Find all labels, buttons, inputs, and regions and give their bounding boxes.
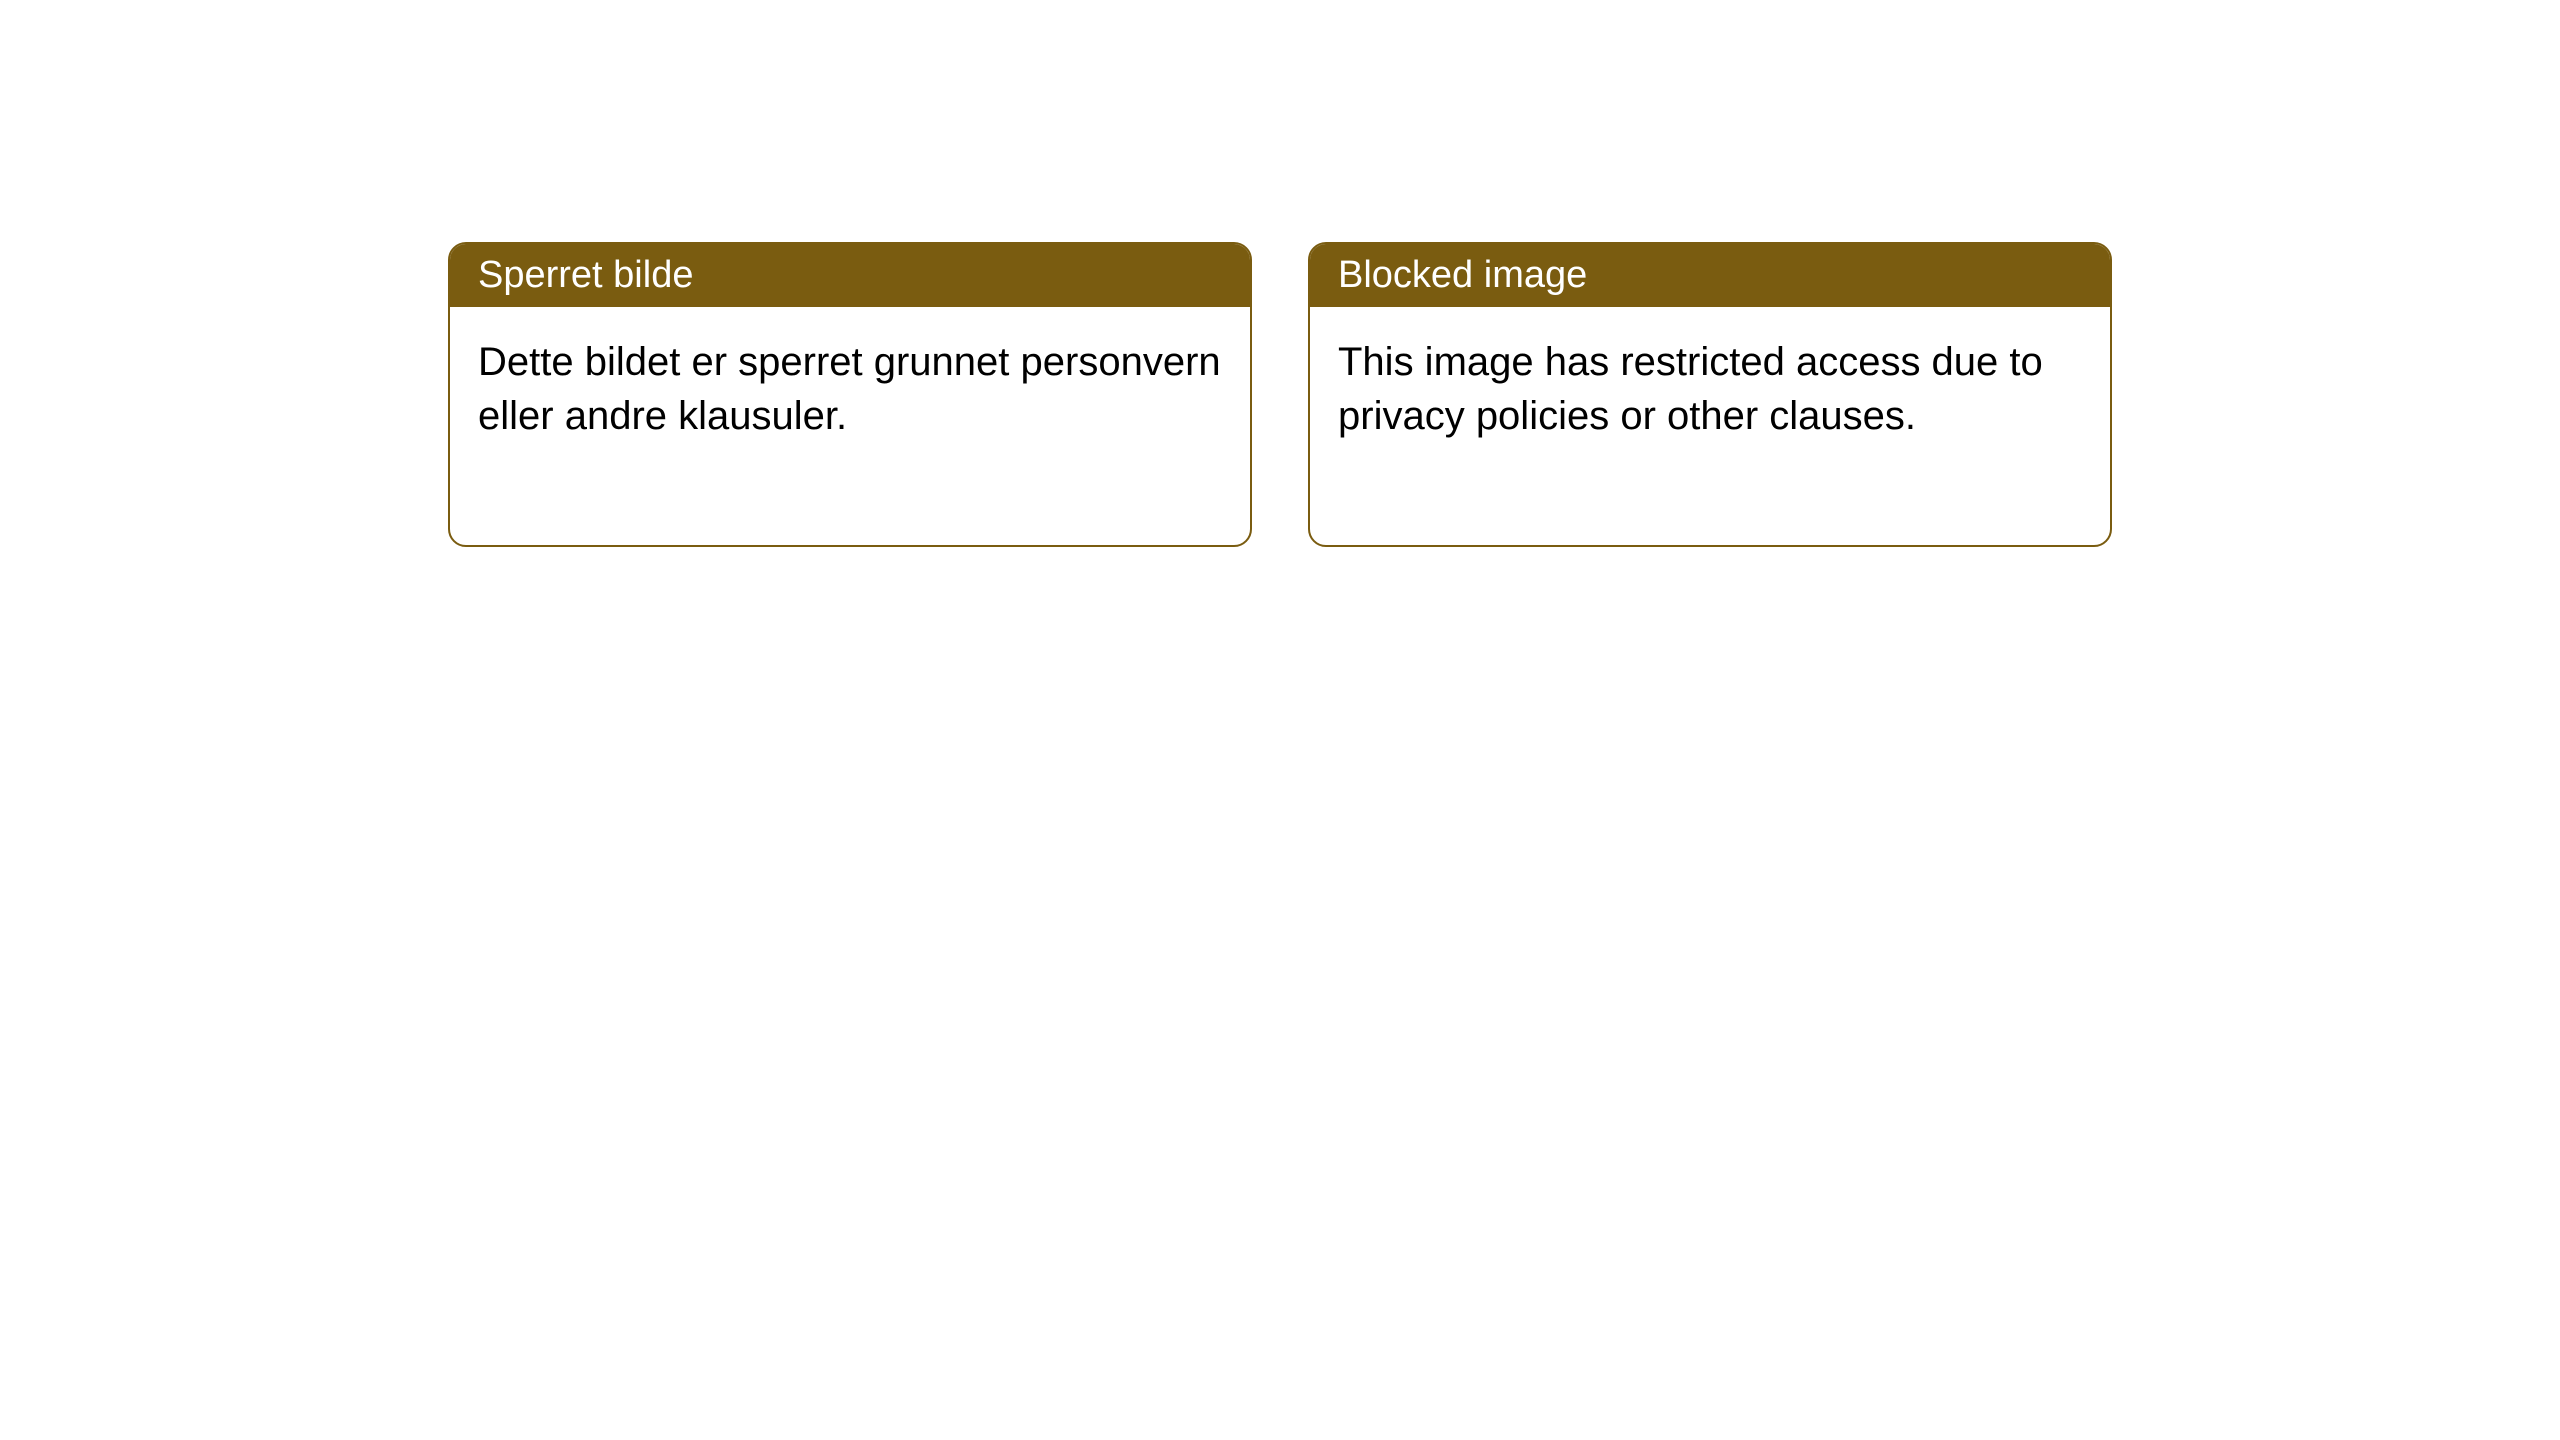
card-body-text: Dette bildet er sperret grunnet personve… xyxy=(478,340,1221,438)
card-body: Dette bildet er sperret grunnet personve… xyxy=(450,307,1250,545)
notice-card-norwegian: Sperret bilde Dette bildet er sperret gr… xyxy=(448,242,1252,547)
card-title: Blocked image xyxy=(1338,254,1587,296)
card-header: Sperret bilde xyxy=(450,244,1250,307)
card-title: Sperret bilde xyxy=(478,254,693,296)
card-body: This image has restricted access due to … xyxy=(1310,307,2110,545)
notice-card-english: Blocked image This image has restricted … xyxy=(1308,242,2112,547)
card-body-text: This image has restricted access due to … xyxy=(1338,340,2043,438)
card-header: Blocked image xyxy=(1310,244,2110,307)
notice-container: Sperret bilde Dette bildet er sperret gr… xyxy=(448,242,2112,547)
